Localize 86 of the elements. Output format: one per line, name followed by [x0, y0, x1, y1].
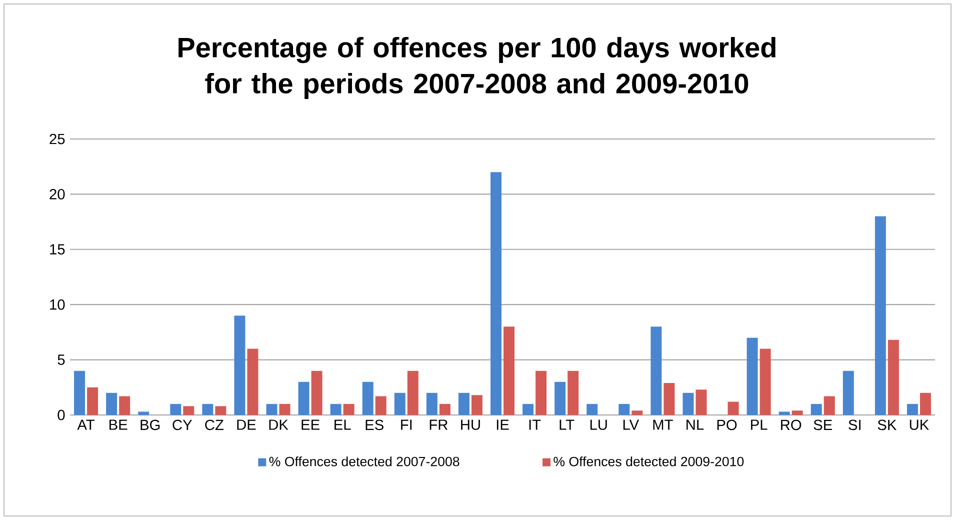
- bar: [170, 404, 182, 415]
- x-tick-label: LV: [623, 420, 639, 430]
- bar: [618, 404, 630, 415]
- x-tick-label: NL: [686, 420, 704, 430]
- bar: [842, 370, 854, 415]
- bar: [202, 404, 214, 415]
- bar: [586, 404, 598, 415]
- x-tick-label: UK: [910, 420, 930, 430]
- bar: [183, 406, 194, 415]
- bar: [343, 404, 354, 415]
- bar: [119, 396, 130, 415]
- y-tick-label: 5: [58, 354, 65, 365]
- x-tick-label: IT: [529, 420, 541, 430]
- x-tick-label: BE: [110, 420, 128, 430]
- y-tick-label: 0: [58, 410, 65, 420]
- x-tick-label: MT: [653, 420, 673, 430]
- bar: [568, 370, 579, 415]
- x-tick-label: SI: [848, 420, 860, 430]
- bar: [215, 406, 226, 415]
- x-tick-label: SE: [814, 420, 832, 430]
- bar: [920, 392, 931, 415]
- bar: [106, 392, 118, 415]
- bar: [362, 382, 374, 415]
- bar: [504, 326, 515, 415]
- x-tick-label: CY: [172, 420, 192, 430]
- bar: [554, 382, 566, 415]
- bar: [874, 216, 886, 415]
- x-tick-label: DK: [269, 420, 288, 430]
- bar: [279, 404, 290, 415]
- bar: [74, 370, 86, 415]
- bar: [330, 404, 342, 415]
- bar: [728, 402, 739, 415]
- bar: [426, 392, 438, 415]
- legend-label: % Offences detected 2009-2010: [554, 456, 744, 466]
- x-tick-label: LU: [590, 420, 607, 430]
- bar: [760, 348, 771, 415]
- bar: [696, 390, 707, 415]
- x-tick-label: DE: [237, 420, 256, 430]
- bar: [234, 316, 246, 415]
- x-tick-label: EE: [302, 420, 320, 430]
- bar: [682, 392, 694, 415]
- y-tick-label: 20: [50, 189, 65, 200]
- bar: [888, 340, 899, 415]
- x-tick-label: SK: [878, 420, 897, 430]
- bar: [650, 326, 662, 415]
- y-tick-label: 10: [50, 299, 65, 310]
- x-tick-label: LT: [560, 420, 574, 430]
- y-tick-label: 15: [50, 244, 65, 255]
- x-tick-label: BG: [140, 420, 160, 430]
- legend-label: % Offences detected 2007-2008: [269, 456, 460, 466]
- bar: [778, 412, 790, 415]
- bar: [439, 404, 450, 415]
- bar: [522, 404, 534, 415]
- bar: [824, 396, 835, 415]
- bar: [490, 172, 502, 415]
- bar: [664, 382, 675, 415]
- bar: [138, 412, 150, 415]
- bar: [394, 392, 406, 415]
- bar: [407, 370, 418, 415]
- x-tick-label: PL: [751, 420, 768, 430]
- bar: [311, 370, 322, 415]
- bar: [298, 382, 310, 415]
- x-tick-label: EL: [334, 420, 351, 430]
- x-tick-label: HU: [461, 420, 480, 430]
- chart-title: Percentage of offences per 100 days worked for the periods 2007-2008 and 2009-2010: [178, 36, 776, 100]
- bar: [471, 395, 482, 415]
- bar: [375, 396, 386, 415]
- bar: [87, 387, 98, 415]
- bar: [746, 338, 758, 415]
- y-tick-label: 25: [50, 134, 65, 144]
- x-tick-label: ES: [366, 420, 384, 430]
- x-tick-label: CZ: [205, 420, 224, 430]
- x-tick-label: RO: [781, 420, 802, 430]
- x-tick-label: FI: [401, 420, 412, 430]
- bar: [810, 404, 822, 415]
- bar: [266, 404, 278, 415]
- x-tick-label: IE: [496, 420, 509, 430]
- bar: [458, 392, 470, 415]
- bar: [792, 410, 803, 415]
- bar: [632, 410, 643, 415]
- x-tick-label: PO: [717, 420, 737, 430]
- x-tick-label: AT: [77, 420, 95, 430]
- bar: [247, 348, 258, 415]
- x-tick-label: FR: [430, 420, 448, 430]
- bar: [906, 404, 918, 415]
- bar: [536, 370, 547, 415]
